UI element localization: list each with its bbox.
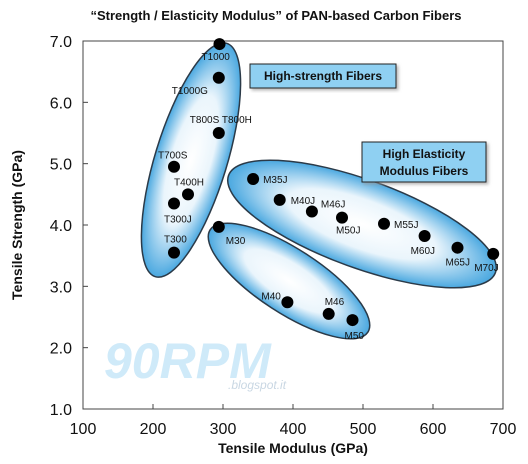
y-tick-label: 3.0 [50,279,72,296]
point-label: M70J [474,263,498,274]
data-point [281,296,294,309]
x-tick-label: 500 [350,421,377,438]
x-tick-label: 600 [420,421,447,438]
data-point [346,314,359,327]
data-point [168,197,180,210]
data-point [182,188,194,201]
data-point [247,173,260,185]
y-tick-label: 7.0 [50,34,72,51]
point-label: M65J [446,258,470,269]
data-point [305,205,318,218]
data-point [487,247,500,260]
y-tick-label: 4.0 [50,218,72,235]
x-tick-label: 700 [490,421,517,438]
x-axis-label: Tensile Modulus (GPa) [218,440,368,456]
watermark: 90RPM .blogspot.it [104,333,287,392]
x-tick-label: 400 [280,421,307,438]
high-modulus-label-line-2: Modulus Fibers [380,164,469,178]
y-tick-label: 1.0 [50,402,72,419]
data-point [168,160,180,173]
point-label: M50 [345,331,365,342]
watermark-sub: .blogspot.it [228,378,287,392]
data-point [451,241,464,254]
y-axis-label: Tensile Strength (GPa) [9,150,25,300]
ellipse-high-strength [140,42,242,278]
data-point [213,38,226,51]
x-tick-label: 300 [210,421,237,438]
watermark-main: 90RPM [104,333,272,389]
data-point [273,193,286,206]
x-tick-label: 200 [140,421,167,438]
data-point [212,71,225,84]
point-label: M55J [394,220,418,231]
point-label: M35J [263,175,287,186]
data-point [168,246,180,259]
point-label: T700S [158,151,188,162]
data-point [336,211,348,224]
point-label: M40J [291,196,315,207]
point-label: M40 [261,291,281,302]
chart-title: “Strength / Elasticity Modulus” of PAN-b… [90,8,461,23]
point-label: M50J [336,226,360,237]
point-label: M30 [226,236,246,247]
data-point [418,230,431,243]
high-strength-label-box [249,63,397,89]
high-modulus-label-line-1: High Elasticity [383,147,466,161]
point-label: T1000G [172,86,208,97]
x-tick-label: 100 [70,421,97,438]
point-label: T300J [164,215,192,226]
point-label: M46 [325,297,345,308]
y-tick-label: 5.0 [50,157,72,174]
point-label: T400H [174,177,204,188]
group-label-high-strength: High-strength Fibers [249,63,397,89]
high-modulus-label-box [361,141,487,183]
y-tick-label: 2.0 [50,341,72,358]
data-point [212,127,225,139]
point-label: T300 [164,235,187,246]
ellipse-high-modulus [226,159,498,289]
data-point [212,220,225,233]
data-point [378,217,390,230]
point-label: M60J [411,246,435,257]
group-label-high-modulus: High Elasticity Modulus Fibers [361,141,487,183]
data-points: T1000 T1000G T800S T800H T700S T400H T300J T30… [158,38,500,342]
data-point [322,307,335,320]
high-strength-label: High-strength Fibers [264,69,382,83]
point-label: T1000 [202,52,231,63]
point-label: M46J [321,200,345,211]
point-label: T800S T800H [190,115,252,126]
y-tick-label: 6.0 [50,95,72,112]
axis-ticks: 100 200 300 400 500 600 700 1.0 2.0 3.0 4.0 5.0 6.0 7… [50,34,517,438]
